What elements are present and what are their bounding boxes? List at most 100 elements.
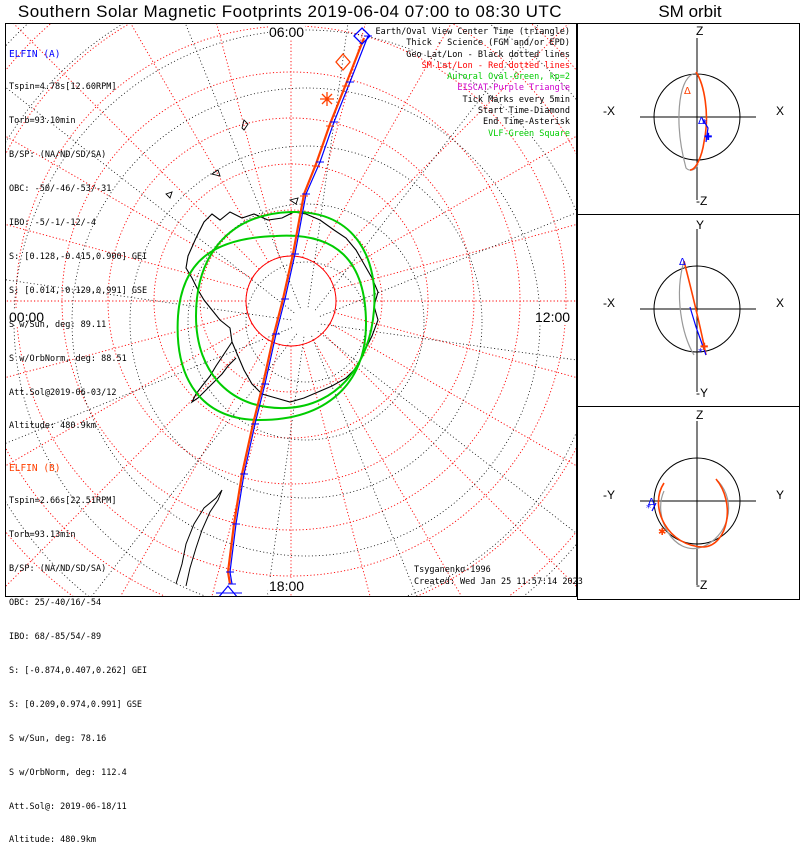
orbit-marker: Δ xyxy=(648,497,655,508)
sm-orbit-yz-panel: * Δ ✱ xyxy=(577,406,800,600)
elfin-b-line: Tspin=2.66s[22.51RPM] xyxy=(9,496,117,507)
mlt-label-left: 00:00 xyxy=(8,309,46,325)
sm-orbit-yz: *Δ ✱ xyxy=(640,421,756,585)
elfin-b-line: Att.Sol@: 2019-06-18/11 xyxy=(9,801,127,812)
sm0-axis-left: -X xyxy=(603,104,615,118)
elfin-b-track xyxy=(226,37,366,585)
sm-orbit-xz: ΔΔ*✚ xyxy=(640,38,756,200)
legend-entry: Auroral Oval-Green, kp=2 xyxy=(447,72,570,83)
elfin-a-line: S w/OrbNorm, deg: 88.51 xyxy=(9,353,127,364)
sm-longitude-line xyxy=(322,332,576,587)
geo-latitude-circle xyxy=(187,203,425,441)
legend-entry: Start Time-Diamond xyxy=(477,106,570,117)
mlt-label-bottom: 18:00 xyxy=(268,578,306,594)
elfin-a-line: Tspin=4.78s[12.60RPM] xyxy=(9,82,117,93)
elfin-a-line: S w/Sun, deg: 89.11 xyxy=(9,319,107,330)
orbit-marker: ✚ xyxy=(700,342,708,353)
elfin-a-line: S: [0.014,-0.129,0.991] GSE xyxy=(9,285,148,296)
legend-entry: EISCAT-Purple Triangle xyxy=(457,83,570,94)
orbit-elfin-b xyxy=(689,71,708,171)
auroral-oval-outer xyxy=(176,234,368,422)
islands xyxy=(165,119,299,205)
earth-circle xyxy=(653,265,741,353)
elfin-b-line: IBO: 68/-85/54/-89 xyxy=(9,632,102,643)
elfin-b-name: ELFIN (B) xyxy=(9,462,61,474)
sm-orbit-title: SM orbit xyxy=(658,2,722,21)
elfin-a-line: Altitude: 480.9km xyxy=(9,421,96,432)
sm2-axis-top: Z xyxy=(696,408,704,422)
elfin-b-info: ELFIN (B) Tspin=2.66s[22.51RPM] Torb=93.… xyxy=(9,440,147,858)
legend-entry: Thick - Science (FGM and/or EPD) xyxy=(406,38,570,49)
elfin-a-line: OBC: -50/-46/-53/-31 xyxy=(9,184,112,195)
model-credit: Tsyganenko-1996 xyxy=(414,565,491,575)
orbit-marker: ✚ xyxy=(704,132,712,143)
elfin-b-end-asterisk xyxy=(320,92,334,106)
south-america-coast xyxy=(175,489,223,587)
map-legend: Earth/Oval View Center Time (triangle) T… xyxy=(376,27,570,140)
sm0-axis-right: X xyxy=(776,104,785,118)
sm-longitude-line xyxy=(216,24,280,258)
orbit-grey xyxy=(678,260,695,356)
sm2-axis-right: Y xyxy=(776,488,785,502)
elfin-a-line: IBO: -5/-1/-12/-4 xyxy=(9,218,96,229)
sm-longitude-line xyxy=(6,332,260,587)
sm-longitude-line xyxy=(329,323,576,467)
sm-latitude-circle xyxy=(107,117,475,485)
sm-grid xyxy=(6,24,576,596)
earth-circle xyxy=(653,457,741,545)
elfin-b-line: S w/Sun, deg: 78.16 xyxy=(9,733,107,744)
sm-longitude-line xyxy=(6,135,253,279)
sm-longitude-line xyxy=(334,312,576,378)
sm-orbit-xy: Δ *✚ xyxy=(640,229,756,392)
sm-longitude-line xyxy=(302,344,371,596)
sm1-axis-left: -X xyxy=(603,296,615,310)
elfin-b-line: S w/OrbNorm, deg: 112.4 xyxy=(9,767,127,778)
sm-longitude-line xyxy=(313,339,462,596)
legend-entry: Geo Lat/Lon - Black dotted lines xyxy=(406,49,570,60)
orbit-marker: * xyxy=(698,347,703,358)
sm2-axis-left: -Y xyxy=(603,488,615,502)
sm-longitude-line xyxy=(6,323,253,467)
sm-longitude-line xyxy=(6,224,248,290)
sm-pole-circle xyxy=(245,255,337,347)
geo-longitude-line xyxy=(311,335,418,596)
sm-longitude-line xyxy=(13,24,260,270)
elfin-a-track xyxy=(229,35,369,585)
created-timestamp: Created: Wed Jan 25 11:57:14 2023 xyxy=(414,577,583,587)
orbit-elfin-a xyxy=(701,117,709,143)
mlt-label-right: 12:00 xyxy=(534,309,572,325)
view-center-triangle xyxy=(218,585,238,596)
sm-longitude-line xyxy=(120,339,269,596)
orbit-marker: ✱ xyxy=(658,527,666,538)
elfin-a-line: B/SP: (NA/ND/SD/SA) xyxy=(9,150,107,161)
elfin-a-line: Att.Sol@2019-06-03/12 xyxy=(9,387,117,398)
plot-title: Southern Solar Magnetic Footprints 2019-… xyxy=(17,2,563,21)
sm-longitude-line xyxy=(211,344,280,596)
legend-entry: VLF-Green Square xyxy=(488,128,570,139)
sm1-axis-top: Y xyxy=(696,218,705,232)
sm-longitude-line xyxy=(130,24,269,263)
legend-entry: Earth/Oval View Center Time (triangle) xyxy=(375,27,570,37)
sm-longitude-line xyxy=(329,135,576,279)
geo-latitude-circle xyxy=(129,145,483,499)
elfin-a-line: Torb=93.10min xyxy=(9,116,76,127)
sm1-axis-bottom: -Y xyxy=(696,386,708,400)
legend-entry: End Time-Asterisk xyxy=(483,117,570,128)
sm2-axis-bottom: -Z xyxy=(696,578,708,592)
sm-orbit-xz-panel: Δ Δ * ✚ xyxy=(577,23,800,215)
orbit-elfin-a xyxy=(689,306,707,356)
geo-longitude-line xyxy=(319,212,576,317)
geo-latitude-circle xyxy=(245,261,367,383)
sm0-axis-top: Z xyxy=(696,24,704,38)
sm-longitude-line xyxy=(6,312,248,378)
orbit-elfin-b xyxy=(657,478,729,548)
elfin-b-line: B/SP: (NA/ND/SD/SA) xyxy=(9,564,107,575)
orbit-elfin-b xyxy=(683,260,707,356)
orbit-marker: Δ xyxy=(679,257,686,268)
auroral-oval-inner xyxy=(194,210,376,410)
sm-longitude-line xyxy=(334,224,576,290)
elfin-b-line: Altitude: 480.9km xyxy=(9,835,96,846)
legend-entry: Tick Marks every 5min xyxy=(462,94,570,105)
mlt-label-top: 06:00 xyxy=(268,24,306,40)
sm-latitude-circle xyxy=(15,25,567,577)
